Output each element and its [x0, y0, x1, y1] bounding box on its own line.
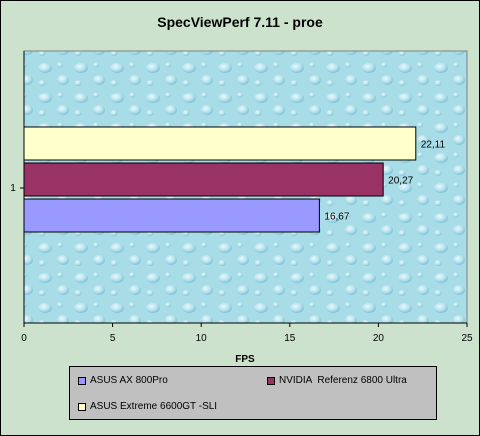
data-label-series-0: 16,67: [324, 212, 349, 223]
legend-swatch: [78, 402, 86, 411]
bar-series-1: [23, 162, 384, 197]
data-label-series-1: 20,27: [388, 176, 413, 187]
category-tick-label: 1: [10, 183, 16, 194]
x-tick-label: 5: [110, 333, 116, 344]
legend-label: NVIDIA Referenz 6800 Ultra: [279, 375, 407, 386]
x-tick-label: 15: [284, 333, 296, 344]
legend-item-asus-extreme-6600gt-sli: ASUS Extreme 6600GT -SLI: [78, 401, 217, 412]
x-tick-label: 10: [196, 333, 208, 344]
bar-series-0: [23, 198, 320, 233]
x-axis-title: FPS: [235, 354, 255, 365]
x-tick-label: 0: [21, 333, 27, 344]
x-tick-label: 20: [373, 333, 385, 344]
bar-series-2: [23, 126, 417, 161]
legend-swatch: [78, 376, 86, 385]
legend-item-asus-ax-800pro: ASUS AX 800Pro: [78, 375, 168, 386]
chart-title: SpecViewPerf 7.11 - proe: [157, 14, 323, 30]
data-label-series-2: 22,11: [421, 140, 446, 151]
legend-label: ASUS Extreme 6600GT -SLI: [90, 401, 218, 412]
x-tick-label: 25: [461, 333, 473, 344]
legend-label: ASUS AX 800Pro: [90, 375, 168, 386]
legend-item-nvidia-6800-ultra: NVIDIA Referenz 6800 Ultra: [267, 375, 407, 386]
legend-swatch: [267, 376, 275, 385]
legend: ASUS AX 800Pro NVIDIA Referenz 6800 Ultr…: [69, 366, 437, 420]
